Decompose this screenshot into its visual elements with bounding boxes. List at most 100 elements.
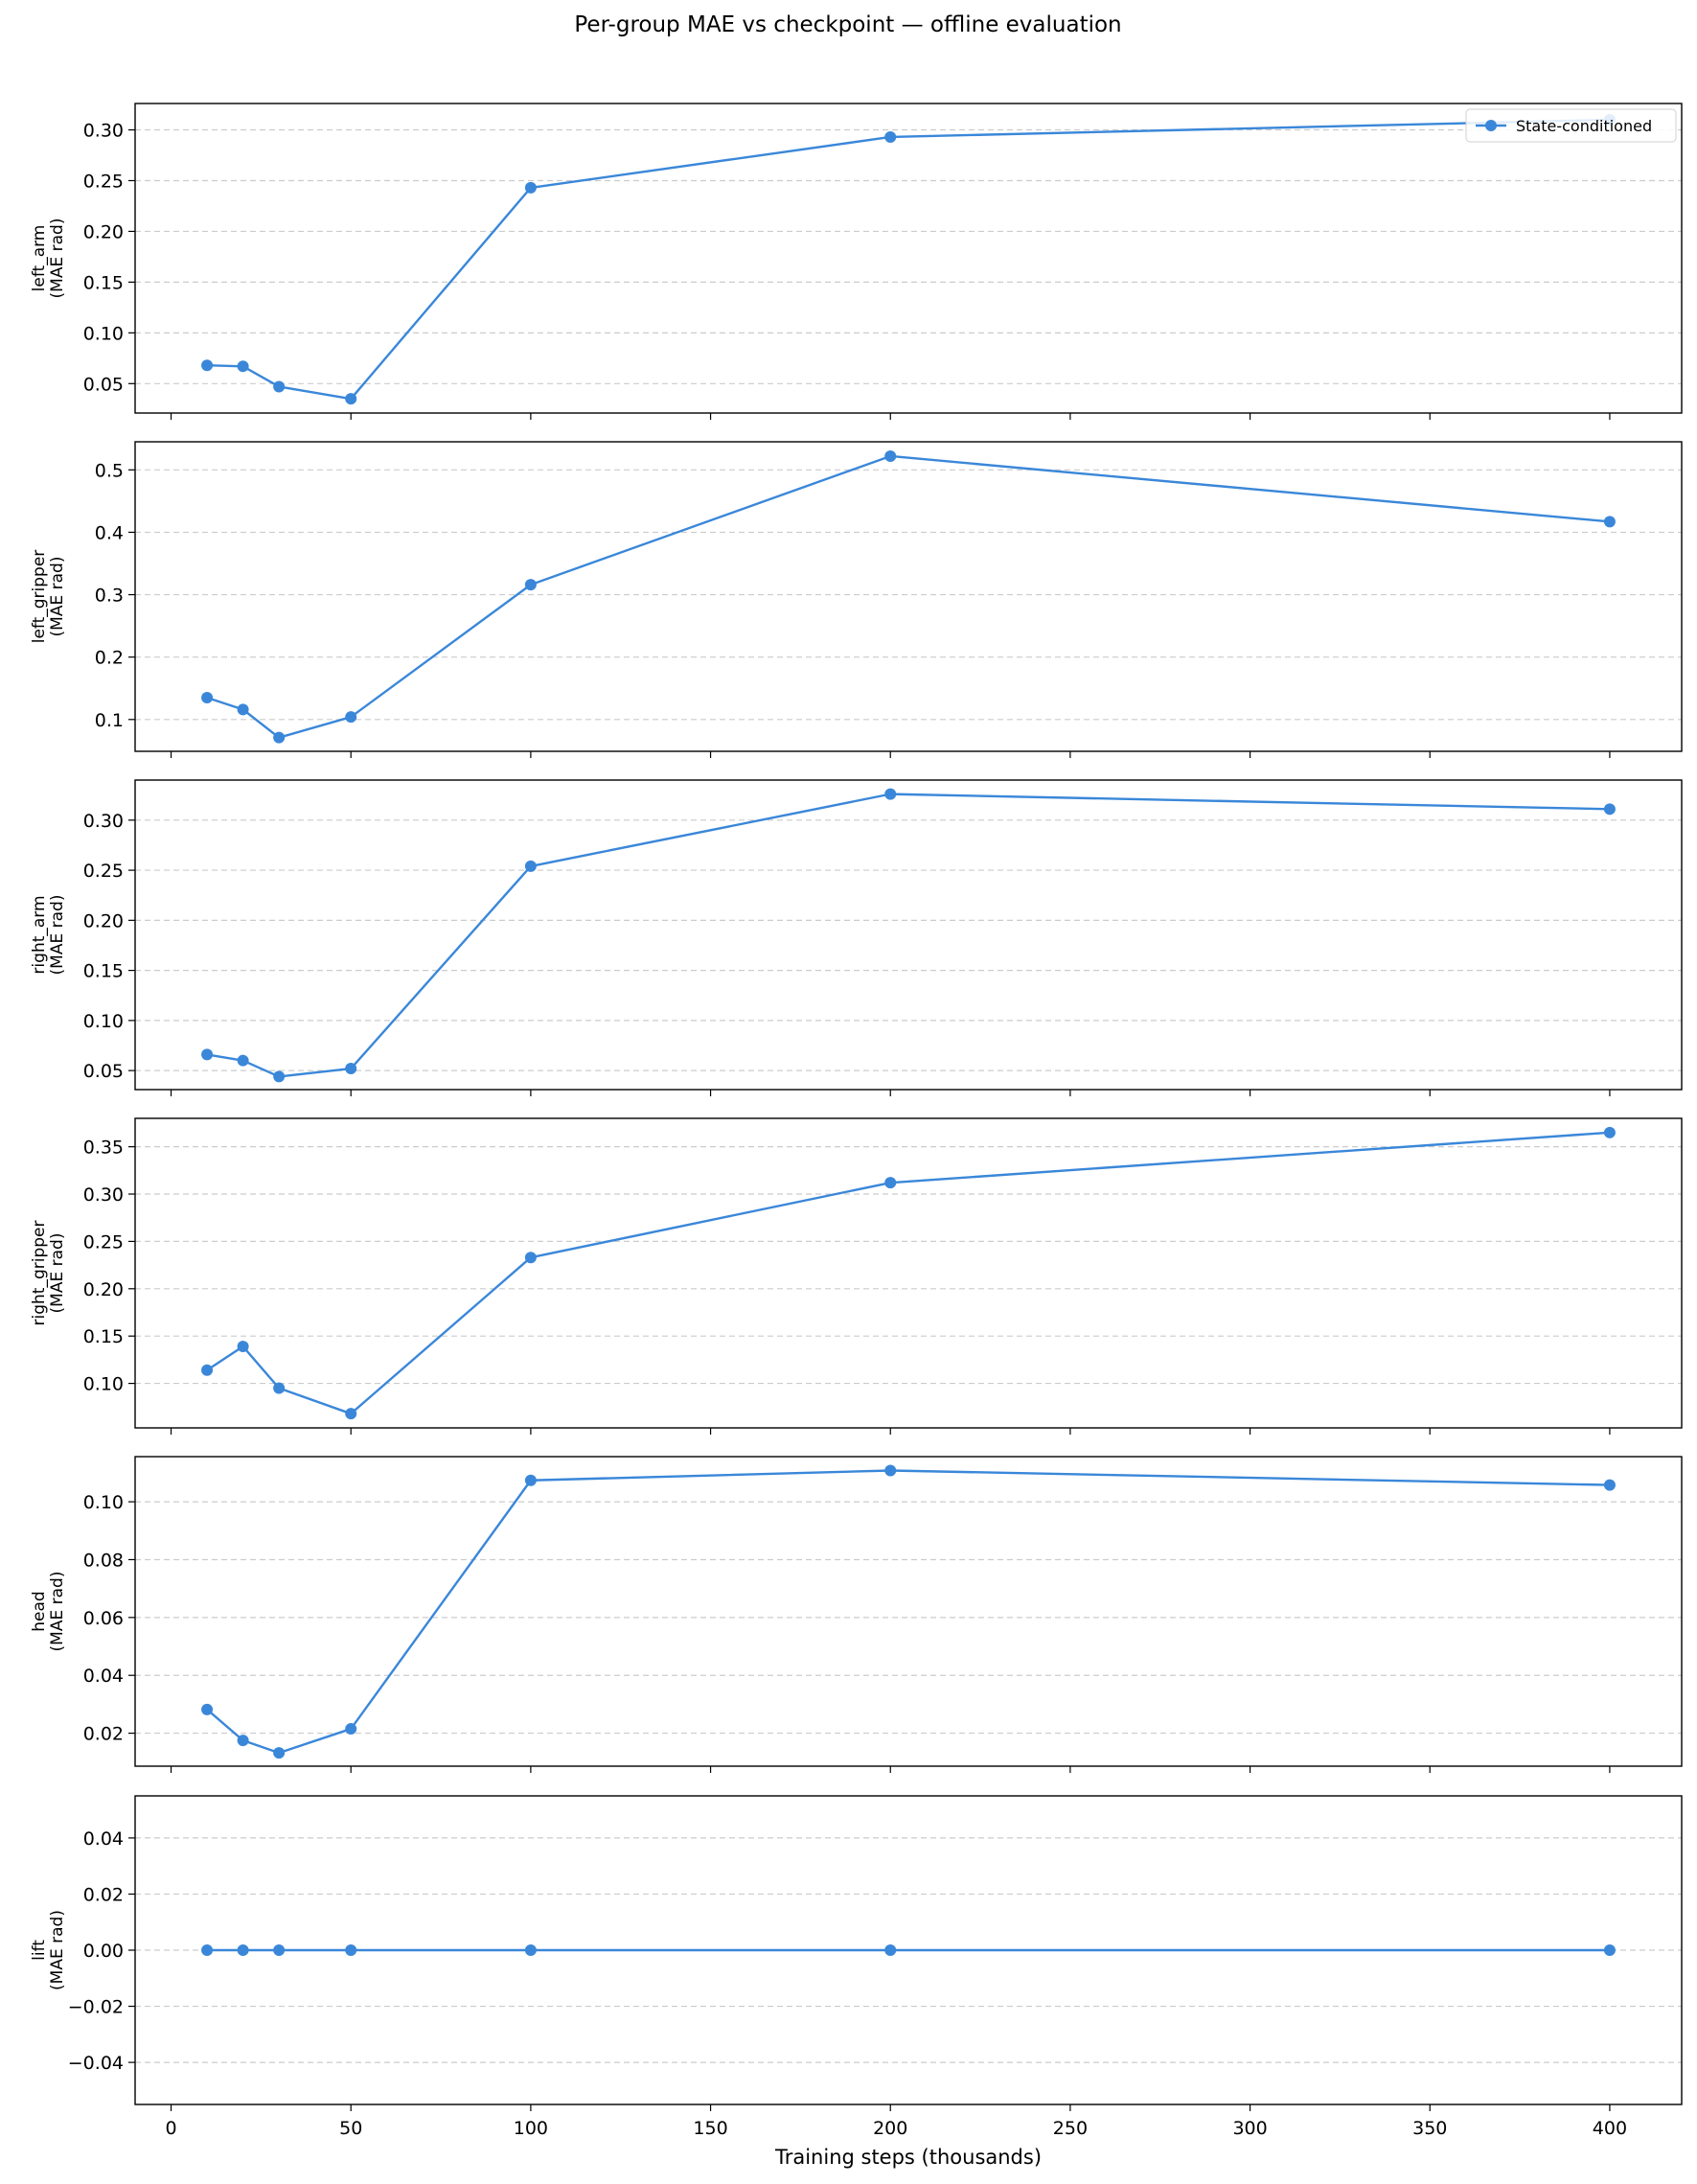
data-point	[237, 1054, 249, 1067]
axes-frame	[134, 441, 1683, 752]
data-point	[273, 1944, 286, 1956]
y-tick-label: 0.04	[83, 1828, 124, 1850]
y-axis-label: right_gripper(MAE rad)	[30, 1221, 67, 1326]
legend-box	[1465, 108, 1677, 143]
data-point	[273, 1382, 286, 1394]
x-tick-label: 350	[1412, 2118, 1447, 2139]
y-tick-label: 0.5	[95, 460, 124, 481]
y-tick-label: 0.00	[83, 1941, 124, 1962]
y-tick-label: 0.04	[83, 1666, 124, 1687]
legend-marker-swatch	[1485, 120, 1497, 131]
data-point	[201, 1703, 214, 1715]
data-point	[524, 181, 537, 194]
series-line	[207, 118, 1610, 401]
y-axis-label: head(MAE rad)	[30, 1572, 67, 1652]
x-tick-label: 250	[1053, 2118, 1088, 2139]
data-point	[1603, 516, 1616, 528]
series-line	[206, 454, 1611, 739]
data-point	[524, 579, 537, 591]
data-point	[345, 1723, 357, 1736]
y-tick-label: 0.10	[83, 323, 124, 344]
x-tick-label: 100	[514, 2118, 548, 2139]
x-tick-label: 200	[873, 2118, 907, 2139]
data-point	[201, 359, 214, 372]
y-tick-label: 0.10	[83, 1011, 124, 1032]
data-point	[345, 1944, 357, 1956]
y-tick-label: 0.20	[83, 1279, 124, 1300]
y-tick-label: 0.25	[83, 861, 124, 882]
y-tick-label: 0.15	[83, 1326, 124, 1347]
x-tick-label: 300	[1232, 2118, 1267, 2139]
y-axis-label-unit: (MAE rad)	[48, 1572, 67, 1652]
data-point	[201, 691, 214, 703]
figure-title: Per-group MAE vs checkpoint — offline ev…	[574, 12, 1121, 37]
y-axis-label: lift(MAE rad)	[30, 1910, 67, 1990]
data-point	[524, 860, 537, 872]
y-tick-label: −0.04	[68, 2053, 124, 2074]
x-tick-label: 150	[693, 2118, 727, 2139]
data-point	[273, 731, 286, 744]
y-axis-label-unit: (MAE rad)	[48, 895, 67, 976]
y-axis-label-group: lift	[30, 1940, 49, 1961]
x-axis-label: Training steps (thousands)	[774, 2146, 1042, 2169]
series-line	[206, 793, 1610, 1078]
y-tick-label: 0.02	[83, 1724, 124, 1745]
data-point	[201, 1048, 214, 1061]
y-tick-label: 0.25	[83, 1231, 124, 1253]
y-tick-label: 0.20	[83, 221, 124, 242]
x-tick-label: 50	[339, 2118, 362, 2139]
y-tick-label: 0.05	[83, 1061, 124, 1082]
data-point	[273, 380, 286, 393]
y-axis-label-group: left_gripper	[30, 550, 49, 644]
data-point	[884, 1944, 897, 1956]
subplot-left_arm: 0.05 0.10 0.15 0.20 0.25 0.30 left_arm(MAE rad…	[30, 103, 1683, 420]
data-point	[884, 130, 897, 143]
axes-frame	[134, 103, 1683, 414]
y-tick-label: 0.30	[83, 1184, 124, 1206]
y-tick-label: 0.06	[83, 1608, 124, 1629]
data-point	[237, 703, 249, 716]
y-tick-label: 0.2	[95, 648, 124, 669]
y-tick-label: 0.10	[83, 1492, 124, 1513]
y-axis-label-unit: (MAE rad)	[48, 1233, 67, 1314]
data-point	[273, 1070, 286, 1083]
y-tick-label: 0.35	[83, 1138, 124, 1159]
data-point	[345, 393, 357, 405]
y-tick-label: 0.20	[83, 910, 124, 931]
data-point	[345, 1408, 357, 1420]
series-line	[206, 1131, 1611, 1415]
axes-frame	[134, 1795, 1683, 2105]
legend: State-conditioned	[1465, 108, 1677, 143]
y-tick-label: 0.25	[83, 171, 124, 192]
subplot-lift: −0.04 −0.02 0.00 0.02 0.04 0 50 100 150 200 250 300…	[30, 1795, 1683, 2139]
data-point	[524, 1252, 537, 1264]
y-tick-label: 0.30	[83, 811, 124, 832]
subplot-right_gripper: 0.10 0.15 0.20 0.25 0.30 0.35 right_gripper(MA…	[30, 1117, 1683, 1435]
y-tick-label: 0.15	[83, 961, 124, 982]
y-axis-label: left_arm(MAE rad)	[30, 218, 67, 299]
subplot-right_arm: 0.05 0.10 0.15 0.20 0.25 0.30 right_arm(MAE ra…	[30, 779, 1683, 1096]
subplot-panels: 0.05 0.10 0.15 0.20 0.25 0.30 left_arm(MAE rad…	[30, 103, 1683, 2139]
y-tick-label: 0.3	[95, 586, 124, 607]
data-point	[1603, 1479, 1616, 1491]
y-tick-label: 0.15	[83, 272, 124, 293]
axes-frame	[134, 779, 1683, 1091]
data-point	[237, 1944, 249, 1956]
data-point	[884, 788, 897, 800]
subplot-head: 0.02 0.04 0.06 0.08 0.10 head(MAE rad)	[30, 1456, 1683, 1773]
y-tick-label: 0.4	[95, 522, 124, 543]
y-tick-label: 0.1	[95, 710, 124, 731]
x-tick-label: 400	[1593, 2118, 1627, 2139]
y-tick-label: 0.10	[83, 1374, 124, 1395]
data-point	[1603, 1126, 1616, 1138]
data-point	[1603, 1944, 1616, 1956]
y-tick-label: 0.08	[83, 1550, 124, 1571]
y-axis-label: left_gripper(MAE rad)	[30, 550, 67, 644]
series-line	[206, 1469, 1610, 1755]
y-tick-label: 0.02	[83, 1884, 124, 1905]
data-point	[884, 449, 897, 462]
y-axis-label-unit: (MAE rad)	[48, 218, 67, 299]
data-point	[345, 1063, 357, 1075]
data-point	[201, 1364, 214, 1376]
